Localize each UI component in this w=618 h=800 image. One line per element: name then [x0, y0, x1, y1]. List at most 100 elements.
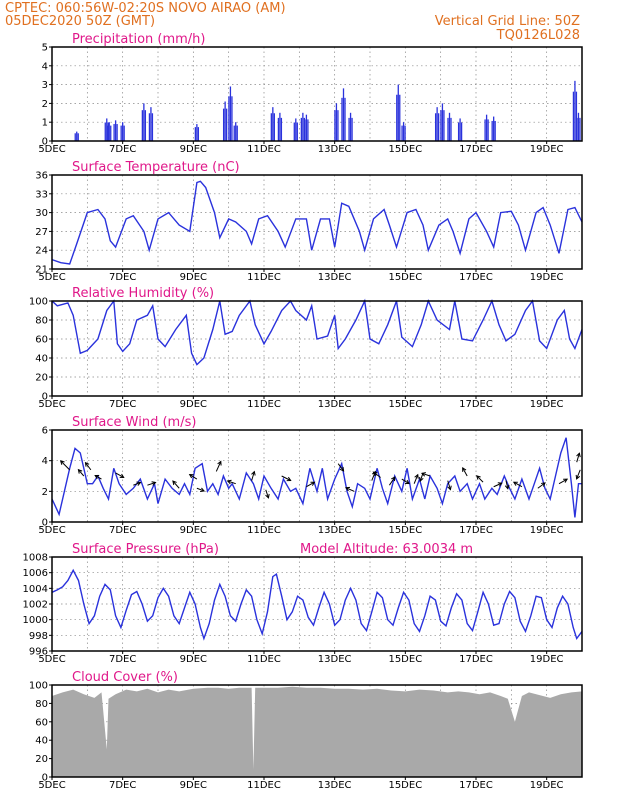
pressure-panel: 996 998 1000 1002 1004 1006 1008 5DEC 7DEC 9DEC 11…: [23, 542, 583, 665]
humidity-ytick-label: 20: [35, 373, 48, 384]
cloud-cover-panel: 0 20 40 60 80 100 5DEC 7DEC 9DEC 11DEC 13DEC 15DEC 1…: [29, 670, 583, 791]
precipitation-bar: [307, 119, 309, 141]
precipitation-panel: 0 1 2 3 4 5 5DEC 7DEC 9DEC 11DEC 13DEC 15DEC 17DEC 19…: [38, 32, 583, 155]
wind-vector-shaft: [537, 482, 546, 489]
humidity-ytick-label: 80: [35, 316, 48, 327]
precipitation-bar: [273, 113, 275, 141]
wind-vector-head: [251, 470, 256, 476]
pressure-xtick-label: 15DEC: [388, 654, 422, 665]
wind-vector-shaft: [576, 453, 580, 463]
wind-ytick-label: 4: [42, 456, 48, 467]
wind-panel: 0 2 4 6 5DEC 7DEC 9DEC 11DEC 13DEC 15DEC 17DEC 19DE…: [38, 415, 583, 536]
precipitation-bar: [151, 113, 154, 141]
precipitation-bar: [436, 107, 438, 141]
precipitation-bar: [270, 113, 272, 141]
humidity-xtick-label: 15DEC: [388, 399, 422, 410]
wind-vector-shaft: [447, 480, 451, 490]
precipitation-bar: [441, 103, 444, 141]
precipitation-bar: [280, 117, 283, 141]
humidity-frame: [51, 300, 583, 397]
precipitation-xtick-label: 17DEC: [459, 144, 493, 155]
cloud-cover-xtick-label: 5DEC: [38, 780, 65, 791]
precipitation-bar: [231, 96, 233, 141]
header-grid-note: Vertical Grid Line: 50Z: [435, 14, 580, 29]
precipitation-bar: [279, 112, 281, 141]
temperature-xtick-label: 11DEC: [247, 272, 281, 283]
header-model-id: TQ0126L028: [496, 28, 580, 43]
wind-line: [51, 437, 582, 518]
cloud-cover-xtick-label: 15DEC: [388, 780, 422, 791]
wind-title: Surface Wind (m/s): [72, 415, 196, 430]
wind-vector-head: [420, 472, 426, 477]
precipitation-bar: [110, 125, 112, 141]
temperature-xtick-label: 7DEC: [109, 272, 136, 283]
wind-vector-head: [447, 485, 452, 491]
precipitation-bar: [148, 113, 151, 141]
cloud-cover-xtick-label: 7DEC: [109, 780, 136, 791]
precipitation-bar: [224, 101, 226, 141]
precipitation-bar: [401, 125, 403, 141]
wind-vector-shaft: [337, 463, 345, 472]
wind-vector-shaft: [413, 474, 419, 484]
wind-vector-head: [414, 473, 419, 479]
temperature-xtick-label: 9DEC: [180, 272, 207, 283]
wind-xtick-label: 7DEC: [109, 525, 136, 536]
precipitation-bar: [437, 113, 440, 141]
precipitation-bar: [225, 108, 228, 141]
wind-xtick-label: 9DEC: [180, 525, 207, 536]
precipitation-bar: [484, 119, 486, 141]
precipitation-bar: [272, 107, 274, 141]
precipitation-bar: [144, 110, 147, 141]
wind-vector-head: [504, 484, 510, 490]
precipitation-ytick-label: 1: [42, 118, 48, 129]
temperature-frame: [51, 174, 583, 270]
wind-vector-head: [339, 466, 345, 472]
cloud-cover-ytick-label: 80: [35, 699, 48, 710]
precipitation-bar: [302, 112, 304, 141]
wind-vector-head: [217, 460, 222, 466]
pressure-xtick-label: 19DEC: [530, 654, 564, 665]
precipitation-bar: [447, 117, 449, 141]
humidity-ytick-label: 40: [35, 354, 48, 365]
precipitation-bar: [349, 112, 352, 141]
precipitation-bar: [334, 110, 336, 141]
precipitation-title: Precipitation (mm/h): [72, 32, 205, 47]
wind-vector-head: [94, 474, 100, 480]
precipitation-bar: [277, 117, 280, 141]
precipitation-bar: [122, 122, 124, 141]
humidity-xtick-label: 19DEC: [530, 399, 564, 410]
wind-vector-shaft: [227, 480, 236, 485]
pressure-xtick-label: 11DEC: [247, 654, 281, 665]
temperature-xtick-label: 15DEC: [388, 272, 422, 283]
precipitation-bar: [577, 112, 580, 141]
precipitation-bar: [579, 117, 581, 141]
wind-vector-head: [419, 477, 424, 483]
precipitation-bar: [348, 117, 350, 141]
precipitation-bar: [143, 103, 145, 141]
precipitation-bar: [305, 114, 308, 141]
wind-vector-shaft: [389, 476, 396, 486]
wind-vector-head: [77, 468, 83, 474]
precipitation-bar: [493, 116, 495, 141]
precipitation-bar: [228, 96, 230, 141]
precipitation-bar: [197, 127, 200, 141]
precipitation-bar: [77, 133, 79, 141]
humidity-xtick-label: 5DEC: [38, 399, 65, 410]
precipitation-bar: [459, 118, 461, 141]
cloud-cover-title: Cloud Cover (%): [72, 670, 178, 685]
wind-vector-shaft: [196, 487, 205, 492]
precipitation-bar: [351, 117, 353, 141]
cloud-cover-xtick-label: 13DEC: [318, 780, 352, 791]
pressure-xtick-label: 17DEC: [459, 654, 493, 665]
wind-vector-shaft: [60, 460, 71, 471]
cloud-cover-ytick-label: 20: [35, 754, 48, 765]
wind-vector-head: [462, 466, 467, 472]
cloud-cover-xtick-label: 11DEC: [247, 780, 281, 791]
precipitation-bar: [194, 127, 197, 141]
precipitation-xtick-label: 9DEC: [180, 144, 207, 155]
wind-vector-shaft: [147, 482, 156, 486]
header-run-time: 05DEC2020 50Z (GMT): [5, 14, 155, 29]
precipitation-bar: [108, 122, 110, 141]
temperature-xtick-label: 19DEC: [530, 272, 564, 283]
precipitation-bar: [113, 124, 115, 141]
